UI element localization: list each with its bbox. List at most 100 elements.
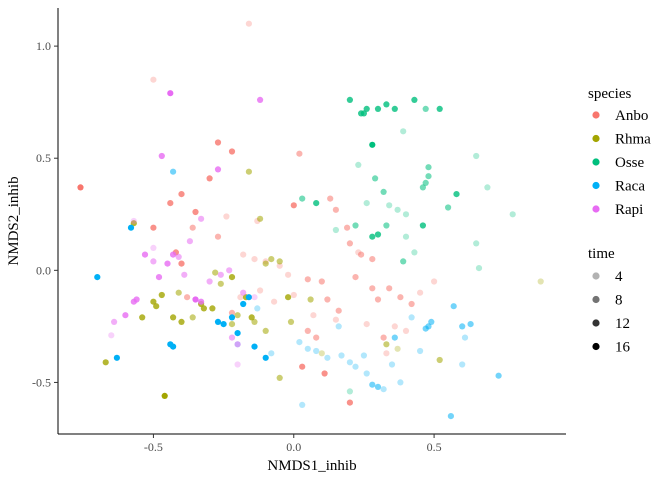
data-point <box>431 278 438 285</box>
data-point <box>509 211 516 218</box>
data-point <box>422 105 429 112</box>
data-point <box>276 262 283 269</box>
legend-species-key <box>592 111 600 119</box>
data-point <box>380 334 387 341</box>
data-point <box>453 191 460 198</box>
legend-time-label: 16 <box>615 340 631 356</box>
x-axis-title: NMDS1_inhib <box>267 458 356 474</box>
data-point <box>397 379 404 386</box>
data-point <box>198 215 205 222</box>
legend-species-key <box>592 181 600 190</box>
data-point <box>425 173 432 180</box>
x-tick-label: 0.0 <box>286 440 301 454</box>
data-point <box>228 321 236 328</box>
data-point <box>217 271 224 278</box>
data-point <box>271 298 278 305</box>
data-point <box>402 327 410 334</box>
data-point <box>391 323 398 330</box>
legend-time-label: 8 <box>615 293 623 309</box>
data-point <box>127 224 135 231</box>
data-point <box>181 271 188 278</box>
data-point <box>324 354 331 361</box>
data-point <box>369 381 376 388</box>
data-point <box>223 213 230 220</box>
data-point <box>445 204 452 211</box>
data-point <box>212 269 219 276</box>
data-point <box>313 334 320 341</box>
data-point <box>290 202 297 209</box>
y-tick-label: -0.5 <box>32 375 51 389</box>
legend-time-key <box>592 319 600 327</box>
data-point <box>296 339 303 346</box>
data-point <box>473 152 480 160</box>
data-point <box>318 278 325 285</box>
data-point <box>425 323 432 330</box>
data-point <box>200 305 207 312</box>
data-point <box>133 296 140 303</box>
data-point <box>372 175 379 182</box>
legend-time-key <box>592 272 600 280</box>
data-point <box>245 168 252 175</box>
data-point <box>417 347 424 355</box>
data-point <box>234 341 241 348</box>
data-point <box>352 274 359 281</box>
data-point <box>346 388 353 395</box>
data-point <box>352 363 359 370</box>
data-point <box>332 316 339 323</box>
data-point <box>332 206 339 213</box>
series-rhma <box>102 168 544 399</box>
legend-time-title: time <box>588 246 615 262</box>
data-point <box>155 274 163 281</box>
data-point <box>461 334 469 341</box>
data-point <box>167 90 174 97</box>
data-point <box>141 251 149 258</box>
data-point <box>220 321 227 328</box>
data-point <box>108 332 115 339</box>
legend-time-label: 12 <box>615 316 630 332</box>
data-point <box>122 312 129 319</box>
data-point <box>358 251 365 258</box>
axes <box>57 8 566 435</box>
data-point <box>447 413 454 420</box>
data-point <box>234 361 241 368</box>
data-point <box>226 267 233 274</box>
data-point <box>419 222 426 229</box>
data-point <box>237 294 244 301</box>
data-point <box>209 305 216 312</box>
data-point <box>391 105 398 112</box>
data-point <box>170 314 177 321</box>
data-point <box>304 327 311 334</box>
legend-time-key <box>592 342 600 351</box>
data-point <box>214 233 222 240</box>
data-point <box>170 251 177 258</box>
data-point <box>245 294 252 301</box>
data-point <box>391 334 398 341</box>
legend-time-key <box>592 295 600 304</box>
data-point <box>346 359 353 366</box>
legend-species-label: Raca <box>615 179 645 195</box>
data-point <box>178 260 185 267</box>
data-point <box>355 161 362 168</box>
data-point <box>383 222 390 229</box>
data-point <box>285 294 292 301</box>
data-point <box>167 200 174 207</box>
data-point <box>299 401 306 408</box>
legend-species-title: species <box>588 86 631 102</box>
data-point <box>290 291 297 299</box>
data-point <box>150 258 157 265</box>
data-point <box>268 350 275 357</box>
data-point <box>537 278 544 285</box>
data-point <box>228 334 236 341</box>
data-point <box>251 294 258 301</box>
data-point <box>397 294 404 301</box>
data-point <box>374 105 382 112</box>
data-point <box>313 200 320 207</box>
data-point <box>113 354 120 361</box>
data-point <box>425 164 432 171</box>
data-point <box>178 318 185 325</box>
data-point <box>285 271 292 278</box>
data-point <box>360 352 367 359</box>
data-point <box>436 105 443 112</box>
data-point <box>130 220 137 227</box>
